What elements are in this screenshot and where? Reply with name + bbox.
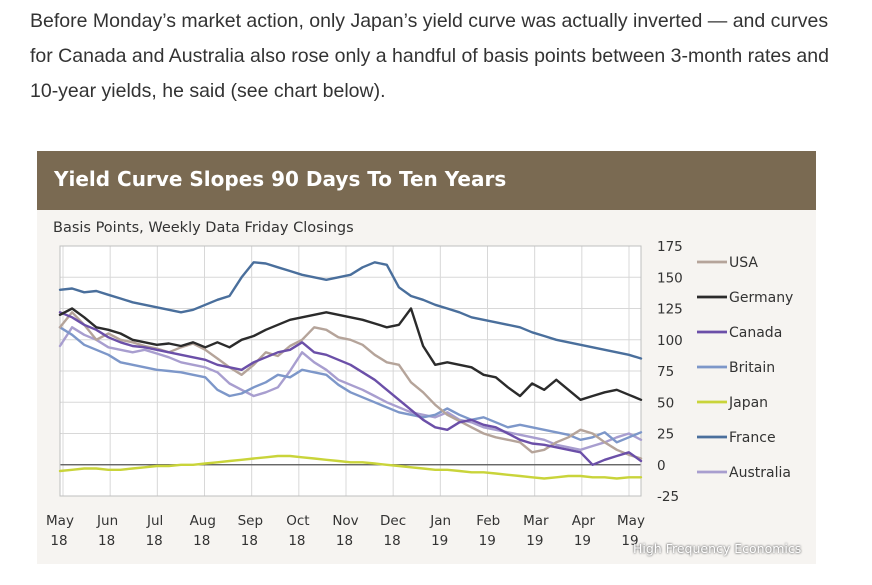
x-tick-month: May (617, 513, 645, 529)
x-tick-month: Aug (190, 513, 216, 529)
x-tick-month: Feb (476, 513, 500, 529)
x-tick-month: May (46, 513, 74, 529)
x-tick-year: 19 (526, 533, 543, 549)
y-tick-label: 100 (657, 333, 683, 349)
legend-label-france: France (729, 430, 776, 446)
series-line-japan (58, 454, 643, 480)
legend-label-japan: Japan (728, 395, 768, 411)
y-tick-label: 25 (657, 427, 674, 443)
series-line-australia (58, 326, 643, 451)
chart-header: Yield Curve Slopes 90 Days To Ten Years (37, 151, 816, 210)
series-line-germany (58, 307, 643, 401)
x-tick-year: 19 (621, 533, 638, 549)
y-tick-label: 150 (657, 270, 683, 286)
x-tick-year: 18 (50, 533, 67, 549)
article-paragraph: Before Monday’s market action, only Japa… (30, 10, 829, 102)
chart-title: Yield Curve Slopes 90 Days To Ten Years (54, 167, 507, 191)
x-tick-year: 18 (383, 533, 400, 549)
series-line-france (58, 261, 643, 360)
legend-label-australia: Australia (729, 465, 791, 481)
x-tick-month: Apr (572, 513, 596, 529)
series-line-britain (58, 326, 643, 444)
y-tick-label: 75 (657, 364, 674, 380)
x-tick-year: 19 (574, 533, 591, 549)
chart-subtitle: Basis Points, Weekly Data Friday Closing… (53, 220, 354, 236)
legend-label-usa: USA (729, 255, 758, 271)
source-credit: High Frequency Economics (633, 541, 802, 556)
x-tick-month: Nov (332, 513, 358, 529)
x-tick-year: 19 (479, 533, 496, 549)
x-tick-month: Oct (286, 513, 309, 529)
x-tick-year: 18 (193, 533, 210, 549)
legend-label-britain: Britain (729, 360, 775, 376)
plot-frame (59, 245, 642, 497)
y-tick-label: 0 (657, 458, 666, 474)
series-line-usa (58, 311, 643, 460)
x-tick-month: Jun (96, 513, 118, 529)
x-tick-year: 18 (336, 533, 353, 549)
x-tick-year: 18 (288, 533, 305, 549)
y-tick-label: -25 (657, 489, 679, 505)
legend-label-germany: Germany (729, 290, 793, 306)
x-tick-month: Jan (429, 513, 451, 529)
y-tick-label: 50 (657, 395, 674, 411)
legend-label-canada: Canada (729, 325, 782, 341)
x-tick-month: Dec (380, 513, 406, 529)
y-tick-label: 125 (657, 302, 683, 318)
x-tick-year: 19 (431, 533, 448, 549)
x-tick-year: 18 (241, 533, 258, 549)
x-tick-month: Mar (523, 513, 549, 529)
series-line-canada (58, 311, 643, 466)
y-tick-label: 175 (657, 239, 683, 255)
x-tick-month: Jul (146, 513, 163, 529)
x-tick-year: 18 (146, 533, 163, 549)
x-tick-year: 18 (98, 533, 115, 549)
x-tick-month: Sep (238, 513, 263, 529)
